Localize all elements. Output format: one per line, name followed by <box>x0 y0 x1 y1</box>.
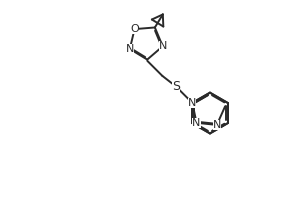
Text: N: N <box>126 44 134 54</box>
Text: N: N <box>192 118 201 128</box>
Text: O: O <box>130 24 139 34</box>
Text: N: N <box>213 120 221 130</box>
Text: S: S <box>172 80 180 93</box>
Text: N: N <box>158 41 167 51</box>
Text: N: N <box>188 98 196 108</box>
